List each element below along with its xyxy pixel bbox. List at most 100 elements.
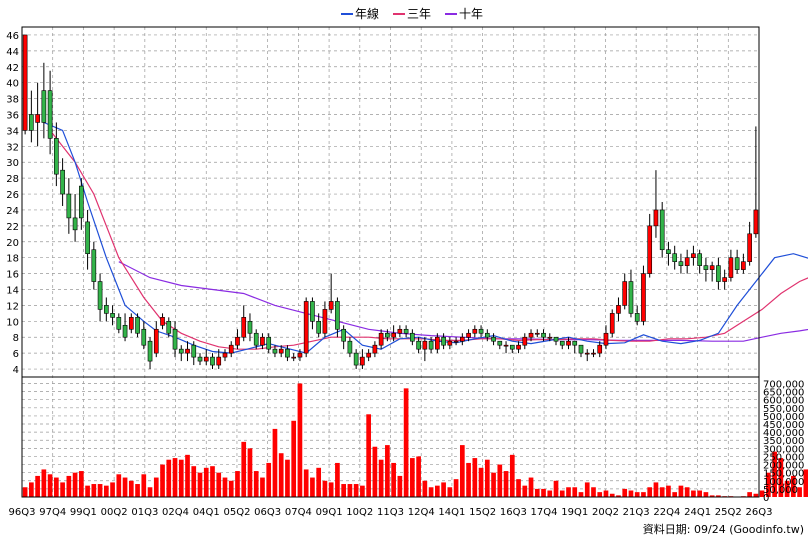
volume-bar [398,476,403,497]
candle-up [748,234,752,262]
candle-up [229,345,233,353]
candle-down [335,301,339,329]
x-tick-label: 17Q4 [531,507,558,518]
volume-bar [666,486,671,497]
price-tick-label: 16 [6,270,19,281]
candle-down [111,313,115,317]
candle-down [554,337,558,341]
volume-bar [348,484,353,497]
candle-down [79,186,83,218]
candle-up [610,313,614,333]
volume-bar [410,458,415,497]
candle-up [373,345,377,353]
volume-bar [42,469,47,497]
candle-up [279,349,283,353]
volume-bar [635,492,640,497]
candle-up [223,353,227,357]
volume-bar [497,465,502,497]
candle-up [260,337,264,345]
volume-bar [554,481,559,497]
volume-bar [597,492,602,497]
x-tick-label: 24Q1 [684,507,711,518]
volume-bar [85,486,90,497]
volume-bar [60,482,65,497]
x-tick-label: 05Q2 [223,507,250,518]
candle-up [36,115,40,123]
price-tick-label: 26 [6,190,19,201]
candle-down [98,282,102,310]
x-tick-label: 00Q2 [101,507,128,518]
volume-bar [560,491,565,497]
candle-up [723,278,727,282]
volume-bar [704,492,709,497]
x-tick-label: 97Q4 [39,507,66,518]
x-tick-label: 04Q1 [193,507,220,518]
candle-down [179,349,183,353]
x-tick-label: 21Q3 [623,507,650,518]
candle-down [485,333,489,337]
volume-bar [341,484,346,497]
candle-up [392,333,396,337]
candle-down [142,329,146,345]
volume-bar [135,484,140,497]
price-tick-label: 6 [13,349,19,360]
volume-bar [129,481,134,497]
candle-down [385,333,389,337]
volume-bar [29,482,34,497]
volume-bar [210,466,215,497]
volume-bar [216,473,221,497]
volume-bar [235,471,240,497]
volume-bar [647,487,652,497]
candle-down [210,357,214,365]
candle-down [67,194,71,218]
volume-bar [335,463,340,497]
x-tick-label: 14Q1 [438,507,465,518]
candle-up [691,254,695,258]
candle-up [598,345,602,353]
candle-down [417,341,421,349]
x-tick-label: 15Q2 [469,507,496,518]
x-tick-label: 16Q3 [500,507,527,518]
candle-down [635,313,639,321]
volume-bar [629,491,634,497]
volume-bar [485,460,490,497]
volume-bar [435,486,440,497]
volume-bar [185,455,190,497]
x-tick-label: 02Q4 [162,507,189,518]
price-tick-label: 38 [6,95,19,106]
x-tick-label: 12Q4 [408,507,435,518]
candle-up [460,337,464,341]
candle-up [517,345,521,349]
volume-bar [266,463,271,497]
candle-up [129,317,133,329]
volume-bar [148,487,153,497]
candle-up [616,305,620,313]
candle-down [679,262,683,266]
volume-bar [747,492,752,497]
candle-up [648,226,652,274]
candle-down [629,282,633,314]
volume-bar [123,478,128,497]
candle-up [729,258,733,278]
legend-label: 三年 [407,7,431,21]
price-tick-label: 8 [13,333,19,344]
volume-bar [660,487,665,497]
volume-bar [35,476,40,497]
candle-down [429,341,433,349]
candle-down [173,329,177,349]
volume-bar [204,468,209,497]
volume-bar [241,442,246,497]
volume-bar [547,491,552,497]
price-tick-label: 34 [6,126,19,137]
volume-bar [91,484,96,497]
legend-label: 年線 [355,6,379,21]
candle-up [535,333,539,334]
candle-up [360,357,364,365]
candle-up [529,333,533,337]
volume-bar [179,460,184,497]
candle-up [435,337,439,349]
x-tick-label: 99Q1 [70,507,97,518]
candle-down [404,329,408,333]
candle-up [473,329,477,333]
candle-up [23,35,27,130]
